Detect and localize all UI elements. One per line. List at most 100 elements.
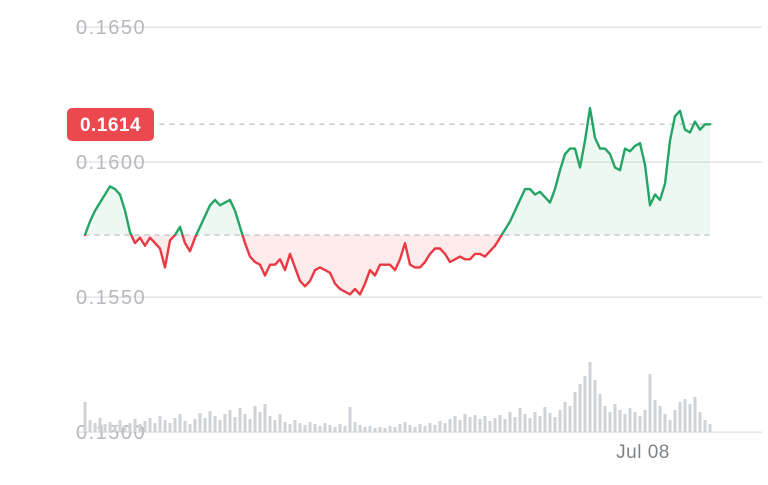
volume-bar xyxy=(263,404,267,432)
volume-bar xyxy=(663,414,667,432)
volume-bar xyxy=(93,423,97,432)
volume-bar xyxy=(643,410,647,432)
volume-bar xyxy=(343,426,347,432)
volume-bar xyxy=(613,404,617,432)
current-price-value: 0.1614 xyxy=(80,115,141,136)
volume-bar xyxy=(118,420,122,432)
y-axis-label-0-1500: 0.1500 xyxy=(76,422,146,444)
volume-bar xyxy=(488,421,492,432)
volume-bar xyxy=(438,421,442,432)
volume-bar xyxy=(668,420,672,432)
price-line-loss-segment xyxy=(83,235,504,296)
volume-bar xyxy=(473,415,477,432)
volume-bar xyxy=(553,417,557,432)
volume-bar xyxy=(683,399,687,432)
price-line-gain-segment xyxy=(83,106,712,235)
volume-bar xyxy=(273,420,277,432)
volume-bar xyxy=(333,427,337,432)
volume-bar xyxy=(648,374,652,432)
volume-bar xyxy=(693,397,697,432)
volume-bar xyxy=(583,376,587,432)
volume-bar xyxy=(368,426,372,432)
volume-bar xyxy=(283,422,287,432)
volume-bar xyxy=(208,411,212,432)
volume-bar xyxy=(563,402,567,432)
volume-bar xyxy=(528,418,532,432)
volume-bar xyxy=(593,380,597,432)
volume-bar xyxy=(508,412,512,432)
volume-bar xyxy=(153,423,157,432)
volume-bar xyxy=(353,422,357,432)
volume-bar xyxy=(128,423,132,432)
volume-bar xyxy=(228,410,232,432)
volume-bar xyxy=(338,424,342,432)
volume-bar xyxy=(603,406,607,432)
volume-bar xyxy=(558,410,562,432)
volume-bar xyxy=(493,418,497,432)
volume-bar xyxy=(478,419,482,432)
volume-bar xyxy=(428,423,432,432)
volume-bar xyxy=(398,424,402,432)
volume-bar xyxy=(623,414,627,432)
volume-bar xyxy=(533,412,537,432)
volume-bar xyxy=(278,414,282,432)
volume-bar xyxy=(113,425,117,432)
volume-bar xyxy=(408,425,412,432)
volume-bar xyxy=(138,424,142,432)
volume-bar xyxy=(568,406,572,432)
volume-bar xyxy=(373,428,377,432)
volume-bar xyxy=(498,415,502,432)
volume-bar xyxy=(158,416,162,432)
volume-bar xyxy=(698,412,702,432)
volume-bar xyxy=(233,417,237,432)
volume-bar xyxy=(703,420,707,432)
volume-bar xyxy=(543,407,547,432)
volume-bar xyxy=(483,416,487,432)
volume-bar xyxy=(103,424,107,432)
current-price-badge-bg xyxy=(67,108,154,141)
volume-bar xyxy=(168,423,172,432)
y-axis-label-0-1650: 0.1650 xyxy=(76,17,146,39)
gridlines xyxy=(76,26,762,433)
volume-bar xyxy=(418,424,422,432)
volume-bar xyxy=(298,423,302,432)
x-axis-label-date: Jul 08 xyxy=(616,442,670,463)
volume-bar xyxy=(123,426,127,432)
volume-bar xyxy=(288,424,292,432)
volume-bar xyxy=(518,408,522,432)
volume-bar xyxy=(633,412,637,432)
volume-bar xyxy=(328,425,332,432)
volume-bar xyxy=(178,414,182,432)
volume-bar xyxy=(243,414,247,432)
volume-bar xyxy=(198,413,202,432)
volume-bar xyxy=(608,412,612,432)
reference-dashed-lines xyxy=(84,123,713,236)
volume-bar xyxy=(548,413,552,432)
volume-bar xyxy=(108,422,112,432)
volume-bar xyxy=(213,416,217,432)
volume-bar xyxy=(638,416,642,432)
volume-bar xyxy=(348,407,352,432)
volume-bar xyxy=(173,418,177,432)
volume-bar xyxy=(148,418,152,432)
volume-bar xyxy=(503,419,507,432)
current-price-badge: 0.1614 xyxy=(67,108,154,141)
volume-bar xyxy=(463,414,467,432)
volume-bar xyxy=(248,419,252,432)
volume-bar xyxy=(133,419,137,432)
volume-bar xyxy=(223,414,227,432)
volume-bar xyxy=(443,423,447,432)
volume-bar xyxy=(218,420,222,432)
volume-bar xyxy=(708,424,712,432)
volume-bar xyxy=(588,362,592,432)
volume-bar xyxy=(578,384,582,432)
volume-bar xyxy=(598,394,602,432)
volume-bar xyxy=(523,414,527,432)
volume-bar xyxy=(388,426,392,432)
volume-bar xyxy=(403,422,407,432)
volume-bars xyxy=(83,362,712,432)
volume-bar xyxy=(378,427,382,432)
volume-bar xyxy=(433,425,437,432)
